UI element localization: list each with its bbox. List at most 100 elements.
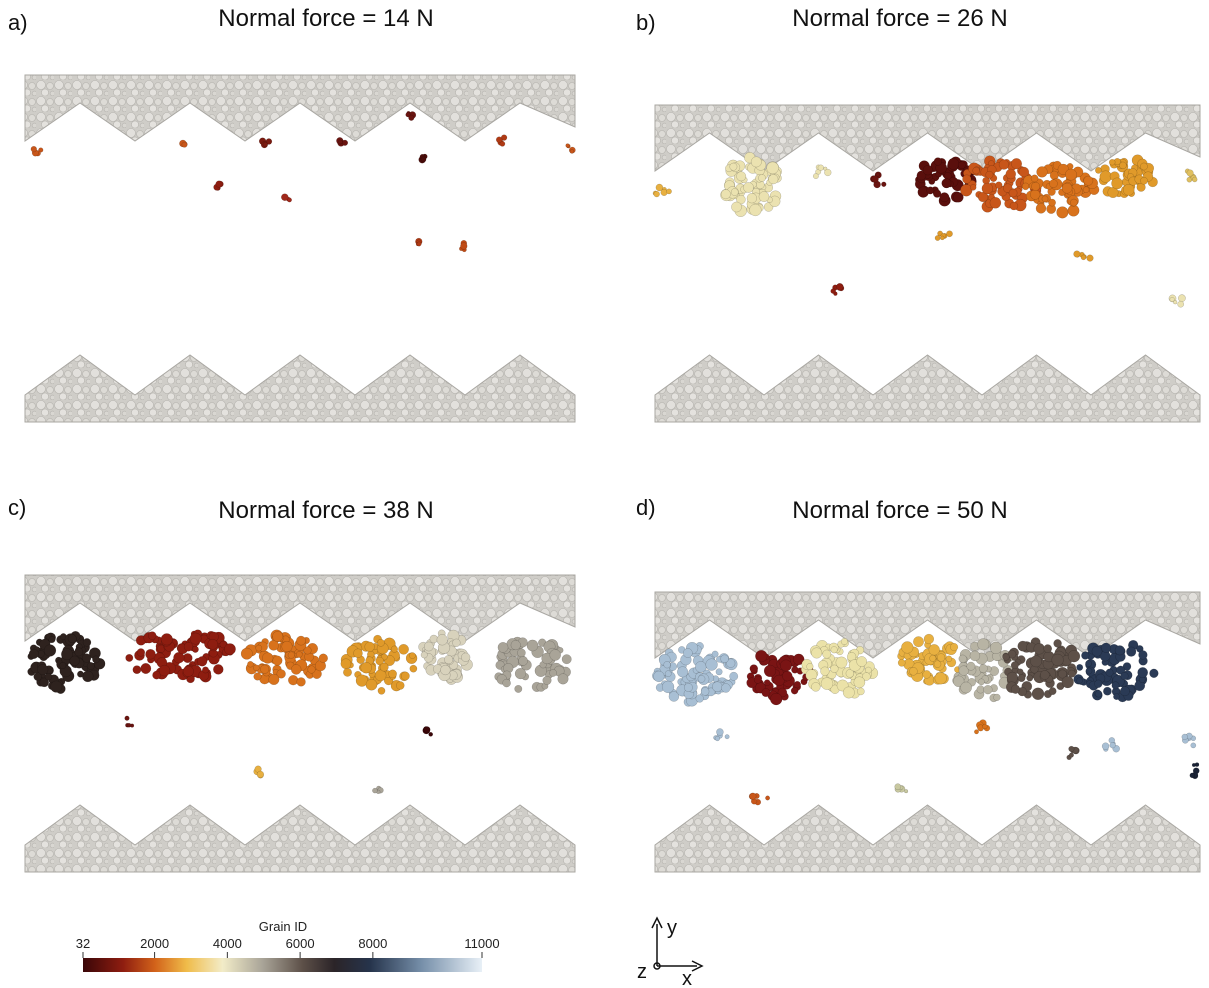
grain	[562, 655, 571, 664]
grain	[1052, 654, 1064, 666]
grain	[1077, 678, 1083, 684]
grain	[263, 142, 268, 147]
grain	[254, 673, 262, 681]
grain	[44, 645, 56, 657]
grain	[34, 673, 42, 681]
grain	[898, 659, 905, 666]
grain	[821, 667, 830, 676]
grain	[1011, 685, 1020, 694]
grain	[260, 665, 269, 674]
grain	[1101, 643, 1111, 653]
grain	[1062, 676, 1074, 688]
grain	[1095, 680, 1103, 688]
grain	[698, 675, 705, 682]
grain	[1070, 199, 1077, 206]
grain	[460, 243, 467, 250]
grain	[216, 181, 223, 188]
grain	[146, 649, 156, 659]
grain	[927, 187, 934, 194]
grain	[389, 670, 397, 678]
grain	[721, 190, 730, 199]
grain	[1178, 301, 1184, 307]
grain	[836, 283, 843, 290]
grain	[995, 182, 1002, 189]
grain	[959, 655, 967, 663]
grain	[923, 165, 933, 175]
grain	[751, 157, 761, 167]
grain	[380, 663, 388, 671]
grain	[1140, 163, 1147, 170]
grain	[29, 649, 39, 659]
grain	[1081, 652, 1089, 660]
grain	[1003, 654, 1010, 661]
grain	[1031, 182, 1039, 190]
grain	[338, 140, 342, 144]
grain	[1017, 669, 1023, 675]
panel-label: c)	[8, 495, 26, 520]
grain	[253, 665, 259, 671]
grain	[1178, 295, 1185, 302]
grain	[1120, 687, 1129, 696]
axis-label: y	[667, 917, 677, 939]
grain	[895, 784, 901, 790]
grain	[1086, 660, 1092, 666]
grain	[437, 634, 448, 645]
grain	[511, 640, 521, 650]
grain	[1011, 158, 1022, 169]
grain	[1191, 743, 1196, 748]
grain	[1031, 175, 1038, 182]
grain	[182, 142, 187, 147]
grain	[762, 688, 770, 696]
grain	[831, 665, 839, 673]
grain	[262, 653, 273, 664]
grain	[823, 650, 831, 658]
grain	[444, 655, 453, 664]
grain	[990, 642, 1002, 654]
grain	[929, 644, 940, 655]
grain	[141, 663, 151, 673]
grain	[241, 648, 252, 659]
grain	[372, 788, 377, 793]
grain	[730, 163, 737, 170]
grain	[45, 673, 52, 680]
panel-title: Normal force = 50 N	[792, 497, 1007, 524]
grain	[942, 179, 951, 188]
grain	[1065, 169, 1076, 180]
grain	[1087, 255, 1094, 262]
grain	[133, 666, 141, 674]
grain	[930, 655, 936, 661]
grain	[731, 202, 741, 212]
grain	[1040, 670, 1049, 679]
grain	[341, 659, 351, 669]
grain	[662, 681, 674, 693]
grain	[950, 643, 958, 651]
colorbar-tick-label: 11000	[464, 936, 499, 951]
grain	[770, 693, 782, 705]
grain	[1027, 675, 1033, 681]
grain	[570, 149, 574, 153]
grain	[669, 692, 679, 702]
grain	[677, 667, 688, 678]
grain	[946, 656, 952, 662]
grain	[1006, 169, 1016, 179]
grain	[854, 677, 865, 688]
grain	[1121, 672, 1129, 680]
grain	[184, 642, 193, 651]
grain	[986, 171, 993, 178]
grain	[721, 655, 729, 663]
grain	[654, 671, 665, 682]
grain	[1010, 202, 1018, 210]
colorbar-tick-label: 2000	[140, 936, 169, 951]
grain	[1068, 205, 1079, 216]
grain	[527, 640, 538, 651]
grain	[978, 679, 984, 685]
grain	[684, 683, 692, 691]
grain	[82, 671, 93, 682]
grain	[1049, 199, 1056, 206]
grain	[1102, 743, 1109, 750]
grain	[924, 634, 934, 644]
grain	[1069, 746, 1075, 752]
grain	[1187, 170, 1194, 177]
grain	[273, 656, 283, 666]
grain	[391, 646, 398, 653]
